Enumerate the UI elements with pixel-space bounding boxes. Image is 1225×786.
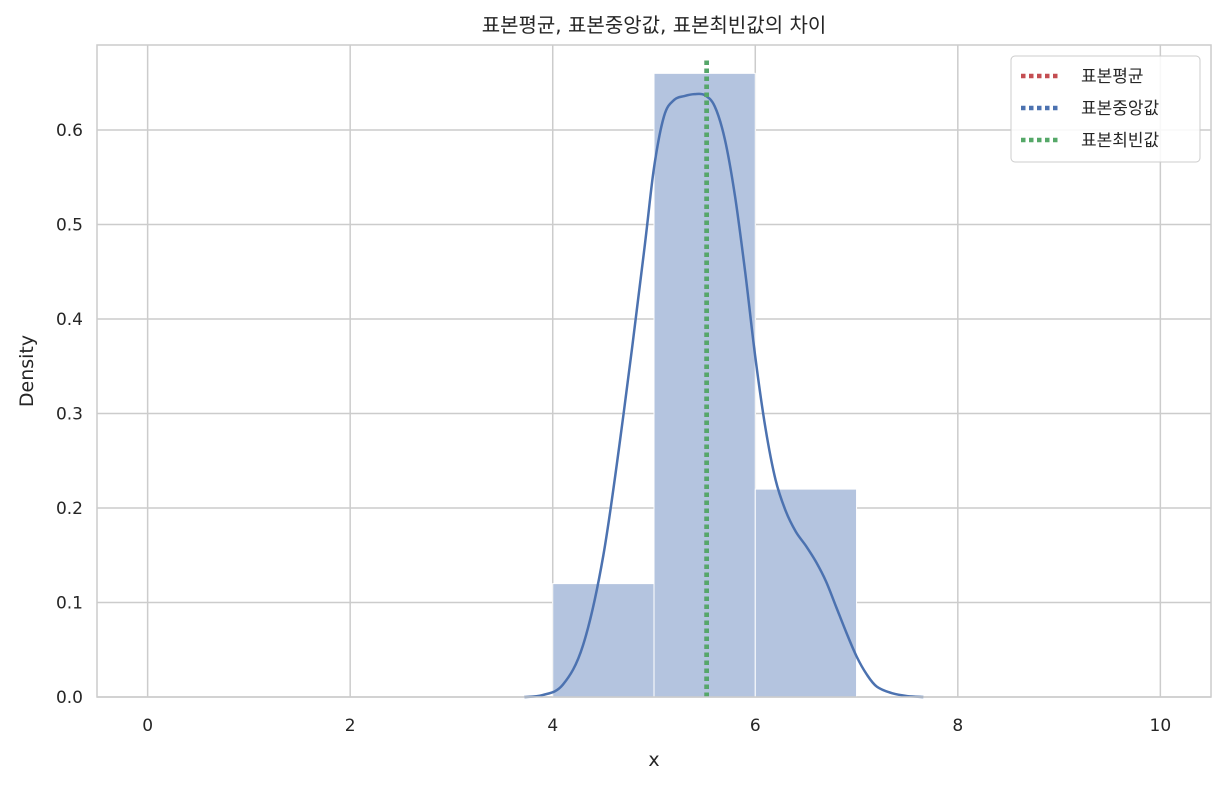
x-tick-label: 6 [750, 716, 761, 736]
x-axis-label: x [648, 749, 659, 771]
x-tick-label: 4 [547, 716, 558, 736]
kde-curve [524, 92, 924, 699]
histogram-bar [754, 488, 858, 698]
y-tick-label: 0.0 [56, 688, 83, 708]
kde-curve-layer [524, 92, 924, 699]
x-tick-labels: 0 2 4 6 8 10 [142, 716, 1171, 736]
x-tick-label: 0 [142, 716, 153, 736]
histogram-bar [552, 583, 655, 698]
x-tick-label: 8 [952, 716, 963, 736]
y-tick-label: 0.1 [56, 594, 83, 614]
histogram-bar [653, 72, 756, 698]
legend-box [1010, 55, 1201, 163]
y-axis-label: Density [16, 335, 38, 407]
legend-label: 표본중앙값 [1081, 99, 1160, 119]
legend-label: 표본최빈값 [1081, 131, 1160, 151]
y-tick-label: 0.2 [56, 499, 83, 519]
legend-label: 표본평균 [1081, 67, 1144, 87]
plot-frame [96, 44, 1212, 698]
y-tick-label: 0.4 [56, 310, 83, 330]
histogram-bars [552, 72, 858, 698]
chart-title: 표본평균, 표본중앙값, 표본최빈값의 차이 [482, 13, 827, 37]
x-tick-label: 2 [345, 716, 356, 736]
y-tick-labels: 0.0 0.1 0.2 0.3 0.4 0.5 0.6 [56, 121, 83, 708]
y-tick-label: 0.6 [56, 121, 83, 141]
x-tick-label: 10 [1150, 716, 1172, 736]
y-tick-label: 0.5 [56, 216, 83, 236]
y-tick-label: 0.3 [56, 405, 83, 425]
